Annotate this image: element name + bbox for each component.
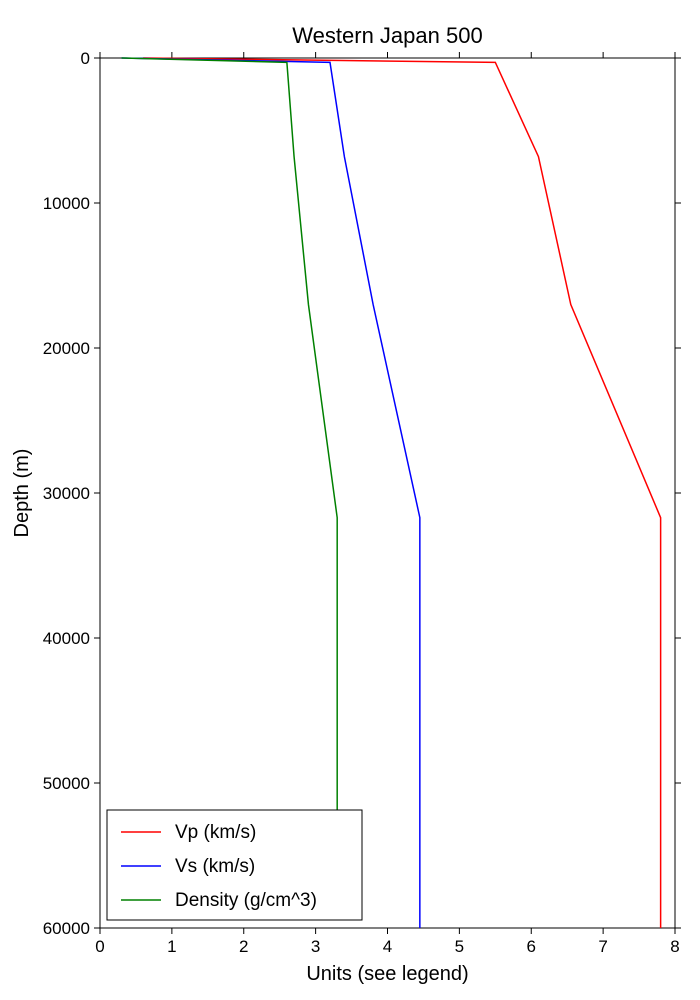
x-tick-label: 0 bbox=[95, 937, 104, 956]
y-tick-label: 50000 bbox=[43, 774, 90, 793]
x-tick-label: 2 bbox=[239, 937, 248, 956]
y-tick-label: 20000 bbox=[43, 339, 90, 358]
plot-border bbox=[100, 58, 675, 928]
legend-label-2: Density (g/cm^3) bbox=[175, 890, 317, 911]
x-tick-label: 8 bbox=[670, 937, 679, 956]
x-tick-label: 7 bbox=[598, 937, 607, 956]
series-line-0 bbox=[143, 58, 661, 928]
y-tick-label: 10000 bbox=[43, 194, 90, 213]
legend-label-0: Vp (km/s) bbox=[175, 822, 256, 843]
series-line-2 bbox=[122, 58, 338, 821]
chart-title: Western Japan 500 bbox=[292, 23, 482, 48]
x-axis-label: Units (see legend) bbox=[306, 963, 468, 985]
x-tick-label: 6 bbox=[527, 937, 536, 956]
x-tick-label: 3 bbox=[311, 937, 320, 956]
y-tick-label: 60000 bbox=[43, 919, 90, 938]
x-tick-label: 1 bbox=[167, 937, 176, 956]
legend-label-1: Vs (km/s) bbox=[175, 856, 255, 877]
x-tick-label: 4 bbox=[383, 937, 392, 956]
y-tick-label: 0 bbox=[81, 49, 90, 68]
velocity-depth-chart: 0 1 2 3 4 5 6 7 8 0 10000 20000 30000 40000 50000 60000… bbox=[0, 0, 700, 1000]
y-axis-label: Depth (m) bbox=[11, 449, 33, 538]
chart-svg: 0 1 2 3 4 5 6 7 8 0 10000 20000 30000 40000 50000 60000… bbox=[0, 0, 700, 1000]
x-tick-label: 5 bbox=[455, 937, 464, 956]
y-tick-label: 40000 bbox=[43, 629, 90, 648]
series-line-1 bbox=[122, 58, 420, 928]
y-tick-label: 30000 bbox=[43, 484, 90, 503]
